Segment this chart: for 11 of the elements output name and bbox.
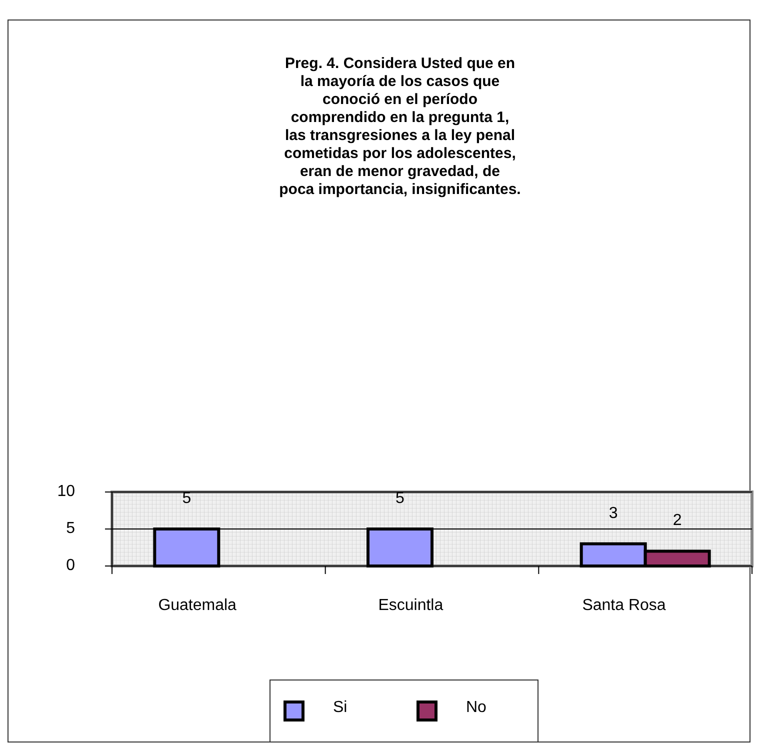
- x-tick-label: Guatemala: [158, 597, 237, 614]
- x-tick-label: Escuintla: [378, 597, 444, 614]
- y-tick-label: 5: [66, 520, 76, 538]
- x-tick-label: Santa Rosa: [582, 597, 666, 614]
- chart-title: Preg. 4. Considera Usted que en la mayoría de los casos que conoció en el período comprendido en la pregunta 1, las transgresiones a la ley penal cometidas por los adolescentes, eran de menor gravedad, de poca importancia, insignificantes.: [279, 55, 521, 198]
- y-tick-label: 0: [66, 557, 76, 574]
- legend-label: No: [466, 699, 487, 716]
- y-tick-label: 10: [57, 483, 76, 500]
- data-label: 2: [672, 512, 682, 530]
- data-label: 3: [608, 504, 618, 522]
- legend-label: Si: [333, 699, 348, 716]
